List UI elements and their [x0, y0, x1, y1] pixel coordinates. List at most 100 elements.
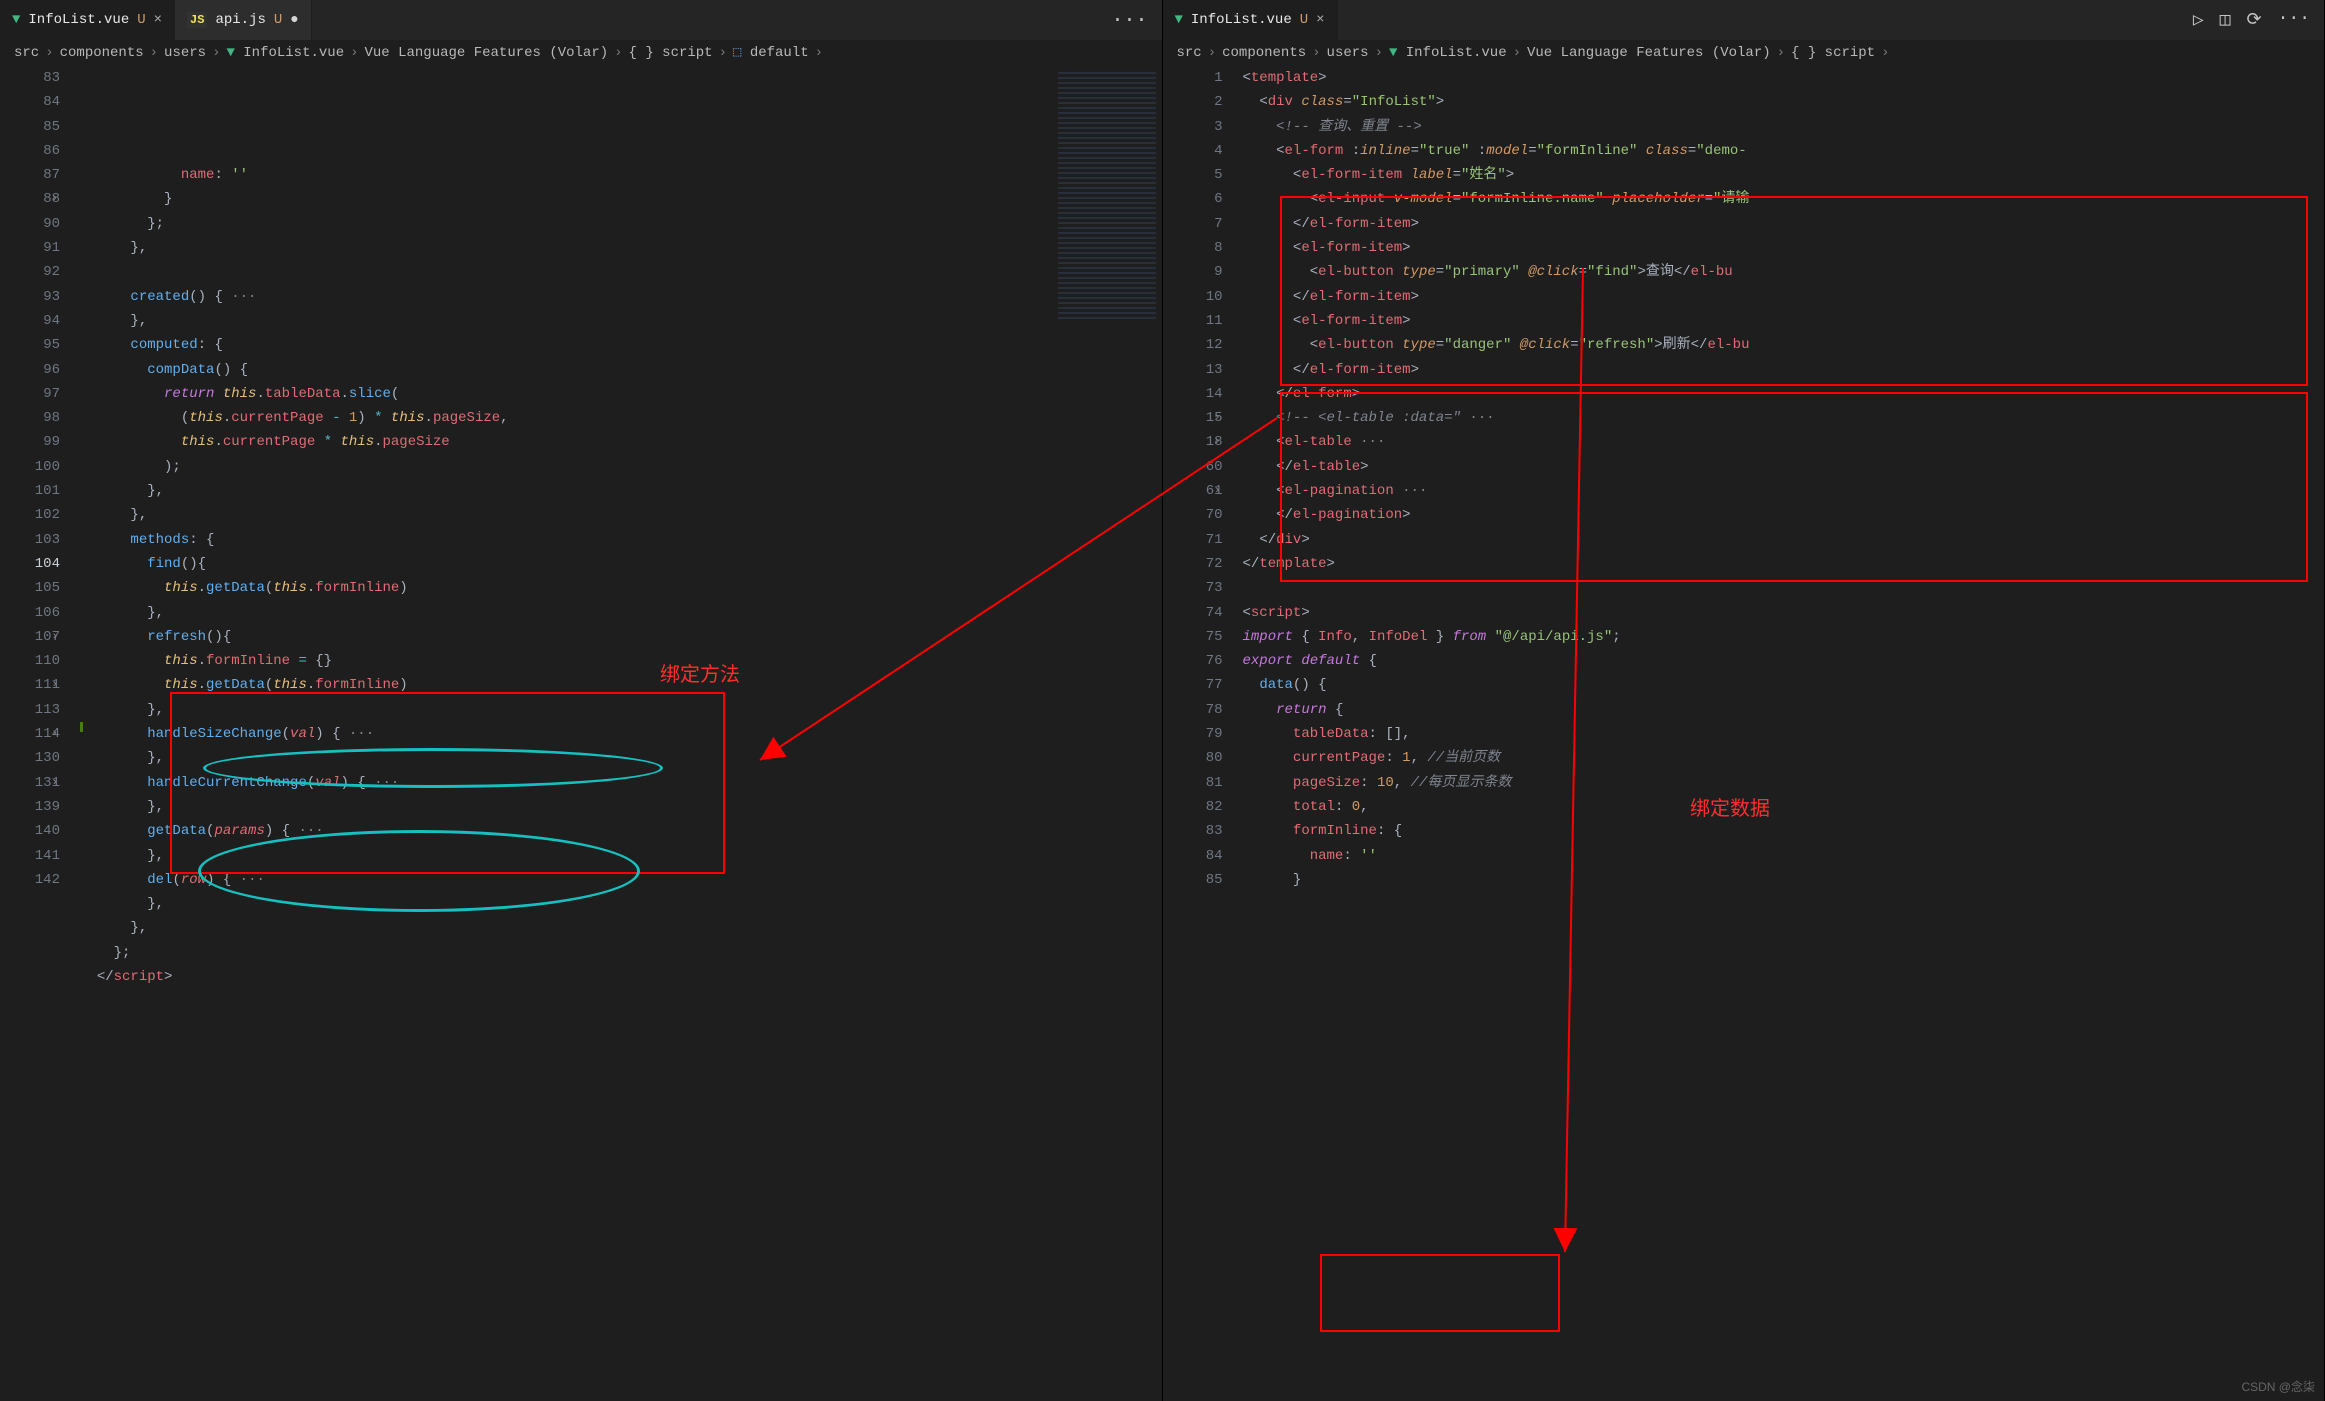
code-line[interactable]: }: [80, 187, 1162, 211]
right-breadcrumb[interactable]: src›components›users›▼ InfoList.vue›Vue …: [1163, 40, 2325, 66]
code-line[interactable]: },: [80, 698, 1162, 722]
code-line[interactable]: computed: {: [80, 333, 1162, 357]
code-line[interactable]: </el-form-item>: [1243, 358, 2325, 382]
code-line[interactable]: },: [80, 892, 1162, 916]
code-line[interactable]: <template>: [1243, 66, 2325, 90]
minimap[interactable]: [1052, 66, 1162, 326]
code-line[interactable]: },: [80, 309, 1162, 333]
code-line[interactable]: <el-table ···: [1243, 430, 2325, 454]
code-line[interactable]: this.getData(this.formInline): [80, 576, 1162, 600]
close-icon[interactable]: ×: [1316, 12, 1324, 28]
code-line[interactable]: <el-form-item>: [1243, 236, 2325, 260]
right-editor[interactable]: 123456789101112131415›18›6061›7071727374…: [1163, 66, 2325, 1401]
code-line[interactable]: methods: {: [80, 528, 1162, 552]
code-line[interactable]: (this.currentPage - 1) * this.pageSize,: [80, 406, 1162, 430]
fold-icon[interactable]: ›: [1214, 406, 1221, 430]
left-breadcrumb[interactable]: src›components›users›▼ InfoList.vue›Vue …: [0, 40, 1162, 66]
left-code[interactable]: name: '' } }; }, created() { ··· }, comp…: [80, 66, 1162, 1401]
right-code[interactable]: <template> <div class="InfoList"> <!-- 查…: [1243, 66, 2325, 1401]
code-line[interactable]: del(row) { ···: [80, 868, 1162, 892]
tab-InfoList.vue[interactable]: ▼InfoList.vueU×: [1163, 0, 1338, 40]
breadcrumb-item[interactable]: src: [14, 45, 39, 61]
breadcrumb-item[interactable]: src: [1177, 45, 1202, 61]
breadcrumb-item[interactable]: ▼ InfoList.vue: [1389, 45, 1507, 61]
fold-icon[interactable]: ›: [51, 673, 58, 697]
code-line[interactable]: tableData: [],: [1243, 722, 2325, 746]
code-line[interactable]: <el-form-item label="姓名">: [1243, 163, 2325, 187]
code-line[interactable]: );: [80, 455, 1162, 479]
code-line[interactable]: },: [80, 795, 1162, 819]
more-actions-icon[interactable]: ···: [2278, 9, 2310, 31]
code-line[interactable]: </el-form>: [1243, 382, 2325, 406]
code-line[interactable]: import { Info, InfoDel } from "@/api/api…: [1243, 625, 2325, 649]
fold-icon[interactable]: ›: [1214, 479, 1221, 503]
toggle-icon[interactable]: ⟳: [2247, 9, 2262, 31]
breadcrumb-item[interactable]: Vue Language Features (Volar): [1527, 45, 1771, 61]
code-line[interactable]: },: [80, 236, 1162, 260]
code-line[interactable]: <div class="InfoList">: [1243, 90, 2325, 114]
breadcrumb-item[interactable]: { } script: [629, 45, 713, 61]
code-line[interactable]: total: 0,: [1243, 795, 2325, 819]
tab-overflow-icon[interactable]: ···: [1111, 9, 1161, 32]
code-line[interactable]: </el-form-item>: [1243, 285, 2325, 309]
breadcrumb-item[interactable]: components: [1222, 45, 1306, 61]
fold-icon[interactable]: ›: [51, 187, 58, 211]
code-line[interactable]: <el-pagination ···: [1243, 479, 2325, 503]
close-icon[interactable]: ×: [154, 12, 162, 28]
code-line[interactable]: <!-- <el-table :data=" ···: [1243, 406, 2325, 430]
left-editor[interactable]: 838485868788›909192939495969798991001011…: [0, 66, 1162, 1401]
code-line[interactable]: <el-form-item>: [1243, 309, 2325, 333]
code-line[interactable]: };: [80, 212, 1162, 236]
code-line[interactable]: this.getData(this.formInline): [80, 673, 1162, 697]
code-line[interactable]: },: [80, 479, 1162, 503]
code-line[interactable]: this.currentPage * this.pageSize: [80, 430, 1162, 454]
fold-icon[interactable]: ›: [1214, 430, 1221, 454]
code-line[interactable]: </div>: [1243, 528, 2325, 552]
code-line[interactable]: },: [80, 503, 1162, 527]
breadcrumb-item[interactable]: users: [1327, 45, 1369, 61]
fold-icon[interactable]: ›: [51, 771, 58, 795]
code-line[interactable]: name: '': [1243, 844, 2325, 868]
code-line[interactable]: <!-- 查询、重置 -->: [1243, 115, 2325, 139]
fold-icon[interactable]: ›: [51, 722, 58, 746]
code-line[interactable]: handleCurrentChange(val) { ···: [80, 771, 1162, 795]
code-line[interactable]: export default {: [1243, 649, 2325, 673]
code-line[interactable]: return this.tableData.slice(: [80, 382, 1162, 406]
code-line[interactable]: },: [80, 746, 1162, 770]
code-line[interactable]: handleSizeChange(val) { ···: [80, 722, 1162, 746]
code-line[interactable]: return {: [1243, 698, 2325, 722]
code-line[interactable]: compData() {: [80, 358, 1162, 382]
code-line[interactable]: </script>: [80, 965, 1162, 989]
code-line[interactable]: refresh(){: [80, 625, 1162, 649]
code-line[interactable]: <el-button type="primary" @click="find">…: [1243, 260, 2325, 284]
code-line[interactable]: name: '': [80, 163, 1162, 187]
code-line[interactable]: },: [80, 601, 1162, 625]
code-line[interactable]: };: [80, 941, 1162, 965]
code-line[interactable]: <el-button type="danger" @click="refresh…: [1243, 333, 2325, 357]
tab-api.js[interactable]: JSapi.jsU●: [175, 0, 312, 40]
code-line[interactable]: <script>: [1243, 601, 2325, 625]
code-line[interactable]: formInline: {: [1243, 819, 2325, 843]
code-line[interactable]: </template>: [1243, 552, 2325, 576]
code-line[interactable]: find(){: [80, 552, 1162, 576]
breadcrumb-item[interactable]: components: [60, 45, 144, 61]
breadcrumb-item[interactable]: users: [164, 45, 206, 61]
code-line[interactable]: },: [80, 916, 1162, 940]
split-editor-icon[interactable]: ◫: [2220, 9, 2231, 31]
code-line[interactable]: pageSize: 10, //每页显示条数: [1243, 771, 2325, 795]
code-line[interactable]: currentPage: 1, //当前页数: [1243, 746, 2325, 770]
breadcrumb-item[interactable]: { } script: [1791, 45, 1875, 61]
tab-InfoList.vue[interactable]: ▼InfoList.vueU×: [0, 0, 175, 40]
code-line[interactable]: getData(params) { ···: [80, 819, 1162, 843]
code-line[interactable]: [80, 260, 1162, 284]
code-line[interactable]: <el-form :inline="true" :model="formInli…: [1243, 139, 2325, 163]
code-line[interactable]: created() { ···: [80, 285, 1162, 309]
code-line[interactable]: <el-input v-model="formInline.name" plac…: [1243, 187, 2325, 211]
code-line[interactable]: }: [1243, 868, 2325, 892]
code-line[interactable]: },: [80, 844, 1162, 868]
breadcrumb-item[interactable]: ⬚ default: [733, 44, 809, 61]
code-line[interactable]: </el-form-item>: [1243, 212, 2325, 236]
breadcrumb-item[interactable]: Vue Language Features (Volar): [365, 45, 609, 61]
code-line[interactable]: [1243, 576, 2325, 600]
run-icon[interactable]: ▷: [2193, 9, 2204, 31]
